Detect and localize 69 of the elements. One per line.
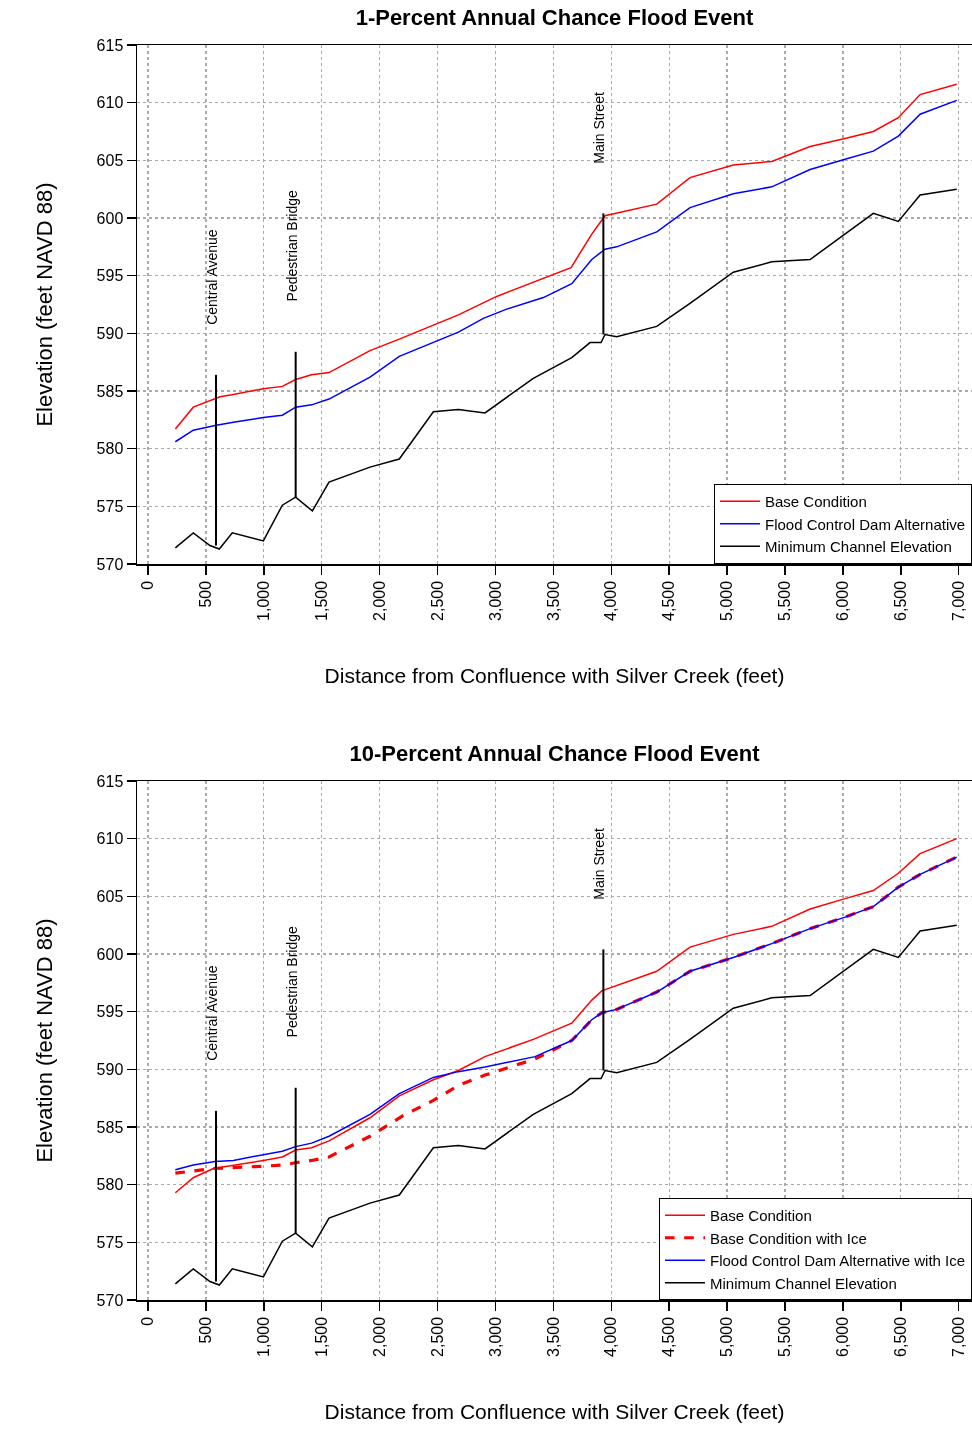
x-tick-label: 7,000 bbox=[949, 1316, 967, 1357]
x-tick-label: 5,000 bbox=[718, 580, 736, 621]
annotation: Main Street bbox=[590, 92, 607, 164]
x-tick-label: 4,000 bbox=[602, 580, 620, 621]
x-tick-label: 6,500 bbox=[891, 580, 909, 621]
x-tick-label: 3,500 bbox=[544, 1316, 562, 1357]
x-tick-label: 2,000 bbox=[370, 580, 388, 621]
legend-label: Flood Control Dam Alternative bbox=[765, 515, 966, 533]
x-tick-label: 4,500 bbox=[660, 580, 678, 621]
y-tick-label: 570 bbox=[96, 1291, 124, 1309]
x-tick-label: 1,000 bbox=[255, 580, 273, 621]
x-tick-label: 1,500 bbox=[312, 580, 330, 621]
y-tick-label: 605 bbox=[96, 151, 124, 169]
y-tick-label: 615 bbox=[96, 36, 124, 54]
x-axis-title: Distance from Confluence with Silver Creek (feet) bbox=[324, 663, 785, 687]
legend-label: Minimum Channel Elevation bbox=[710, 1274, 897, 1292]
x-tick-label: 3,500 bbox=[544, 580, 562, 621]
chart-title: 1-Percent Annual Chance Flood Event bbox=[355, 4, 755, 30]
x-tick-label: 5,500 bbox=[776, 580, 794, 621]
y-tick-label: 585 bbox=[96, 382, 124, 400]
x-tick-label: 3,000 bbox=[486, 580, 504, 621]
y-tick-label: 580 bbox=[96, 1176, 124, 1194]
x-tick-label: 1,000 bbox=[255, 1316, 273, 1357]
x-tick-label: 2,000 bbox=[370, 1316, 388, 1357]
annotation: Pedestrian Bridge bbox=[283, 925, 300, 1038]
x-tick-label: 0 bbox=[139, 1316, 157, 1326]
legend-label: Base Condition with Ice bbox=[710, 1229, 867, 1247]
x-axis-title: Distance from Confluence with Silver Creek (feet) bbox=[324, 1399, 785, 1423]
annotation: Pedestrian Bridge bbox=[283, 189, 300, 302]
legend-label: Minimum Channel Elevation bbox=[765, 538, 952, 556]
legend-label: Base Condition bbox=[710, 1207, 812, 1225]
x-tick-label: 4,500 bbox=[660, 1316, 678, 1357]
y-tick-label: 590 bbox=[96, 324, 124, 342]
x-tick-label: 4,000 bbox=[602, 1316, 620, 1357]
y-tick-label: 605 bbox=[96, 887, 124, 905]
x-tick-label: 3,000 bbox=[486, 1316, 504, 1357]
x-tick-label: 2,500 bbox=[428, 580, 446, 621]
x-tick-label: 5,000 bbox=[718, 1316, 736, 1357]
y-tick-label: 615 bbox=[96, 772, 124, 790]
x-tick-label: 6,000 bbox=[834, 580, 852, 621]
y-tick-label: 575 bbox=[96, 497, 124, 515]
x-tick-label: 5,500 bbox=[776, 1316, 794, 1357]
x-tick-label: 7,000 bbox=[949, 580, 967, 621]
x-tick-label: 0 bbox=[139, 580, 157, 590]
y-tick-label: 595 bbox=[96, 1003, 124, 1021]
annotation: Central Avenue bbox=[204, 965, 221, 1061]
y-tick-label: 590 bbox=[96, 1060, 124, 1078]
legend-label: Base Condition bbox=[765, 493, 867, 511]
annotation: Central Avenue bbox=[204, 229, 221, 325]
chart-title: 10-Percent Annual Chance Flood Event bbox=[349, 740, 761, 766]
y-tick-label: 600 bbox=[96, 209, 124, 227]
y-tick-label: 600 bbox=[96, 945, 124, 963]
y-tick-label: 575 bbox=[96, 1233, 124, 1251]
annotation: Main Street bbox=[590, 828, 607, 900]
y-tick-label: 610 bbox=[96, 94, 124, 112]
x-tick-label: 6,000 bbox=[834, 1316, 852, 1357]
y-tick-label: 570 bbox=[96, 555, 124, 573]
x-tick-label: 500 bbox=[197, 1316, 215, 1344]
y-tick-label: 580 bbox=[96, 440, 124, 458]
y-tick-label: 585 bbox=[96, 1118, 124, 1136]
x-tick-label: 6,500 bbox=[891, 1316, 909, 1357]
x-tick-label: 2,500 bbox=[428, 1316, 446, 1357]
y-tick-label: 610 bbox=[96, 830, 124, 848]
legend-label: Flood Control Dam Alternative with Ice bbox=[710, 1252, 966, 1270]
x-tick-label: 1,500 bbox=[312, 1316, 330, 1357]
x-tick-label: 500 bbox=[197, 580, 215, 608]
y-axis-title: Elevation (feet NAVD 88) bbox=[31, 182, 57, 427]
y-tick-label: 595 bbox=[96, 267, 124, 285]
y-axis-title: Elevation (feet NAVD 88) bbox=[31, 918, 57, 1163]
